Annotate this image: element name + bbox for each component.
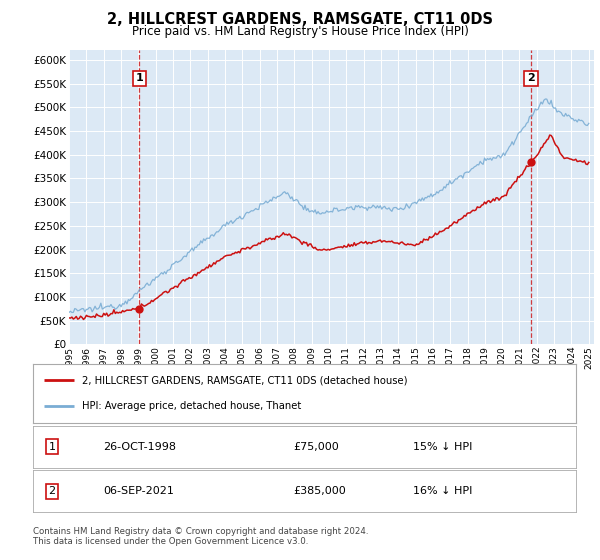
Text: £385,000: £385,000 xyxy=(293,487,346,496)
Text: 16% ↓ HPI: 16% ↓ HPI xyxy=(413,487,472,496)
Text: £75,000: £75,000 xyxy=(293,442,340,451)
Text: 1: 1 xyxy=(135,73,143,83)
Text: 1: 1 xyxy=(49,442,56,451)
Text: 2, HILLCREST GARDENS, RAMSGATE, CT11 0DS: 2, HILLCREST GARDENS, RAMSGATE, CT11 0DS xyxy=(107,12,493,27)
Text: Contains HM Land Registry data © Crown copyright and database right 2024.
This d: Contains HM Land Registry data © Crown c… xyxy=(33,526,368,546)
Text: 26-OCT-1998: 26-OCT-1998 xyxy=(104,442,176,451)
Text: HPI: Average price, detached house, Thanet: HPI: Average price, detached house, Than… xyxy=(82,402,301,412)
Text: 2, HILLCREST GARDENS, RAMSGATE, CT11 0DS (detached house): 2, HILLCREST GARDENS, RAMSGATE, CT11 0DS… xyxy=(82,375,407,385)
Text: 2: 2 xyxy=(49,487,56,496)
Text: 06-SEP-2021: 06-SEP-2021 xyxy=(104,487,175,496)
Text: 2: 2 xyxy=(527,73,535,83)
Text: Price paid vs. HM Land Registry's House Price Index (HPI): Price paid vs. HM Land Registry's House … xyxy=(131,25,469,38)
Text: 15% ↓ HPI: 15% ↓ HPI xyxy=(413,442,472,451)
